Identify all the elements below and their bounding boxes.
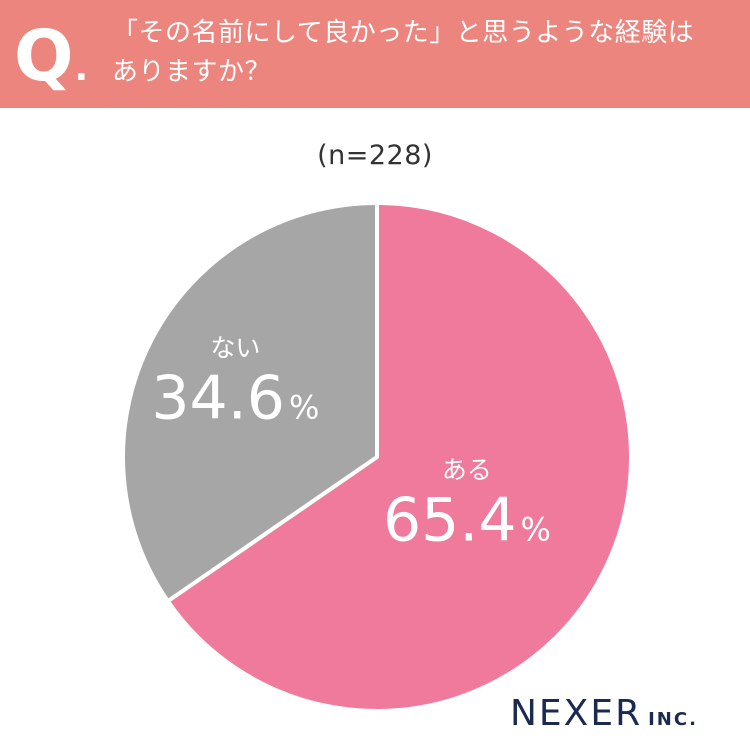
q-dot: . xyxy=(74,48,89,89)
question-mark-q: Q. xyxy=(14,14,106,98)
q-letter: Q xyxy=(14,15,74,97)
logo-main-text: NEXER xyxy=(510,693,643,734)
slice-label-1: ある xyxy=(442,455,492,484)
question-text: 「その名前にして良かった」と思うような経験は ありますか？ xyxy=(112,14,732,92)
slice-label-2: ない xyxy=(210,334,260,363)
pie-slice-1 xyxy=(165,201,633,713)
slice-value-number-1: 65.4 xyxy=(383,485,517,555)
sample-size-label: (n=228) xyxy=(317,140,433,171)
pie-slice-2 xyxy=(121,201,379,604)
slice-value-unit-1: % xyxy=(521,510,551,548)
slice-value-1: 65.4% xyxy=(383,485,551,555)
logo-suffix-text: INC. xyxy=(648,709,698,730)
question-line-1: 「その名前にして良かった」と思うような経験は xyxy=(112,18,695,48)
slice-value-2: 34.6% xyxy=(151,364,319,434)
question-line-2: ありますか？ xyxy=(112,57,272,87)
question-header: Q. 「その名前にして良かった」と思うような経験は ありますか？ xyxy=(0,0,750,108)
nexer-logo: NEXER INC. xyxy=(510,689,740,739)
slice-value-number-2: 34.6 xyxy=(151,364,285,434)
slice-value-unit-2: % xyxy=(289,389,319,427)
